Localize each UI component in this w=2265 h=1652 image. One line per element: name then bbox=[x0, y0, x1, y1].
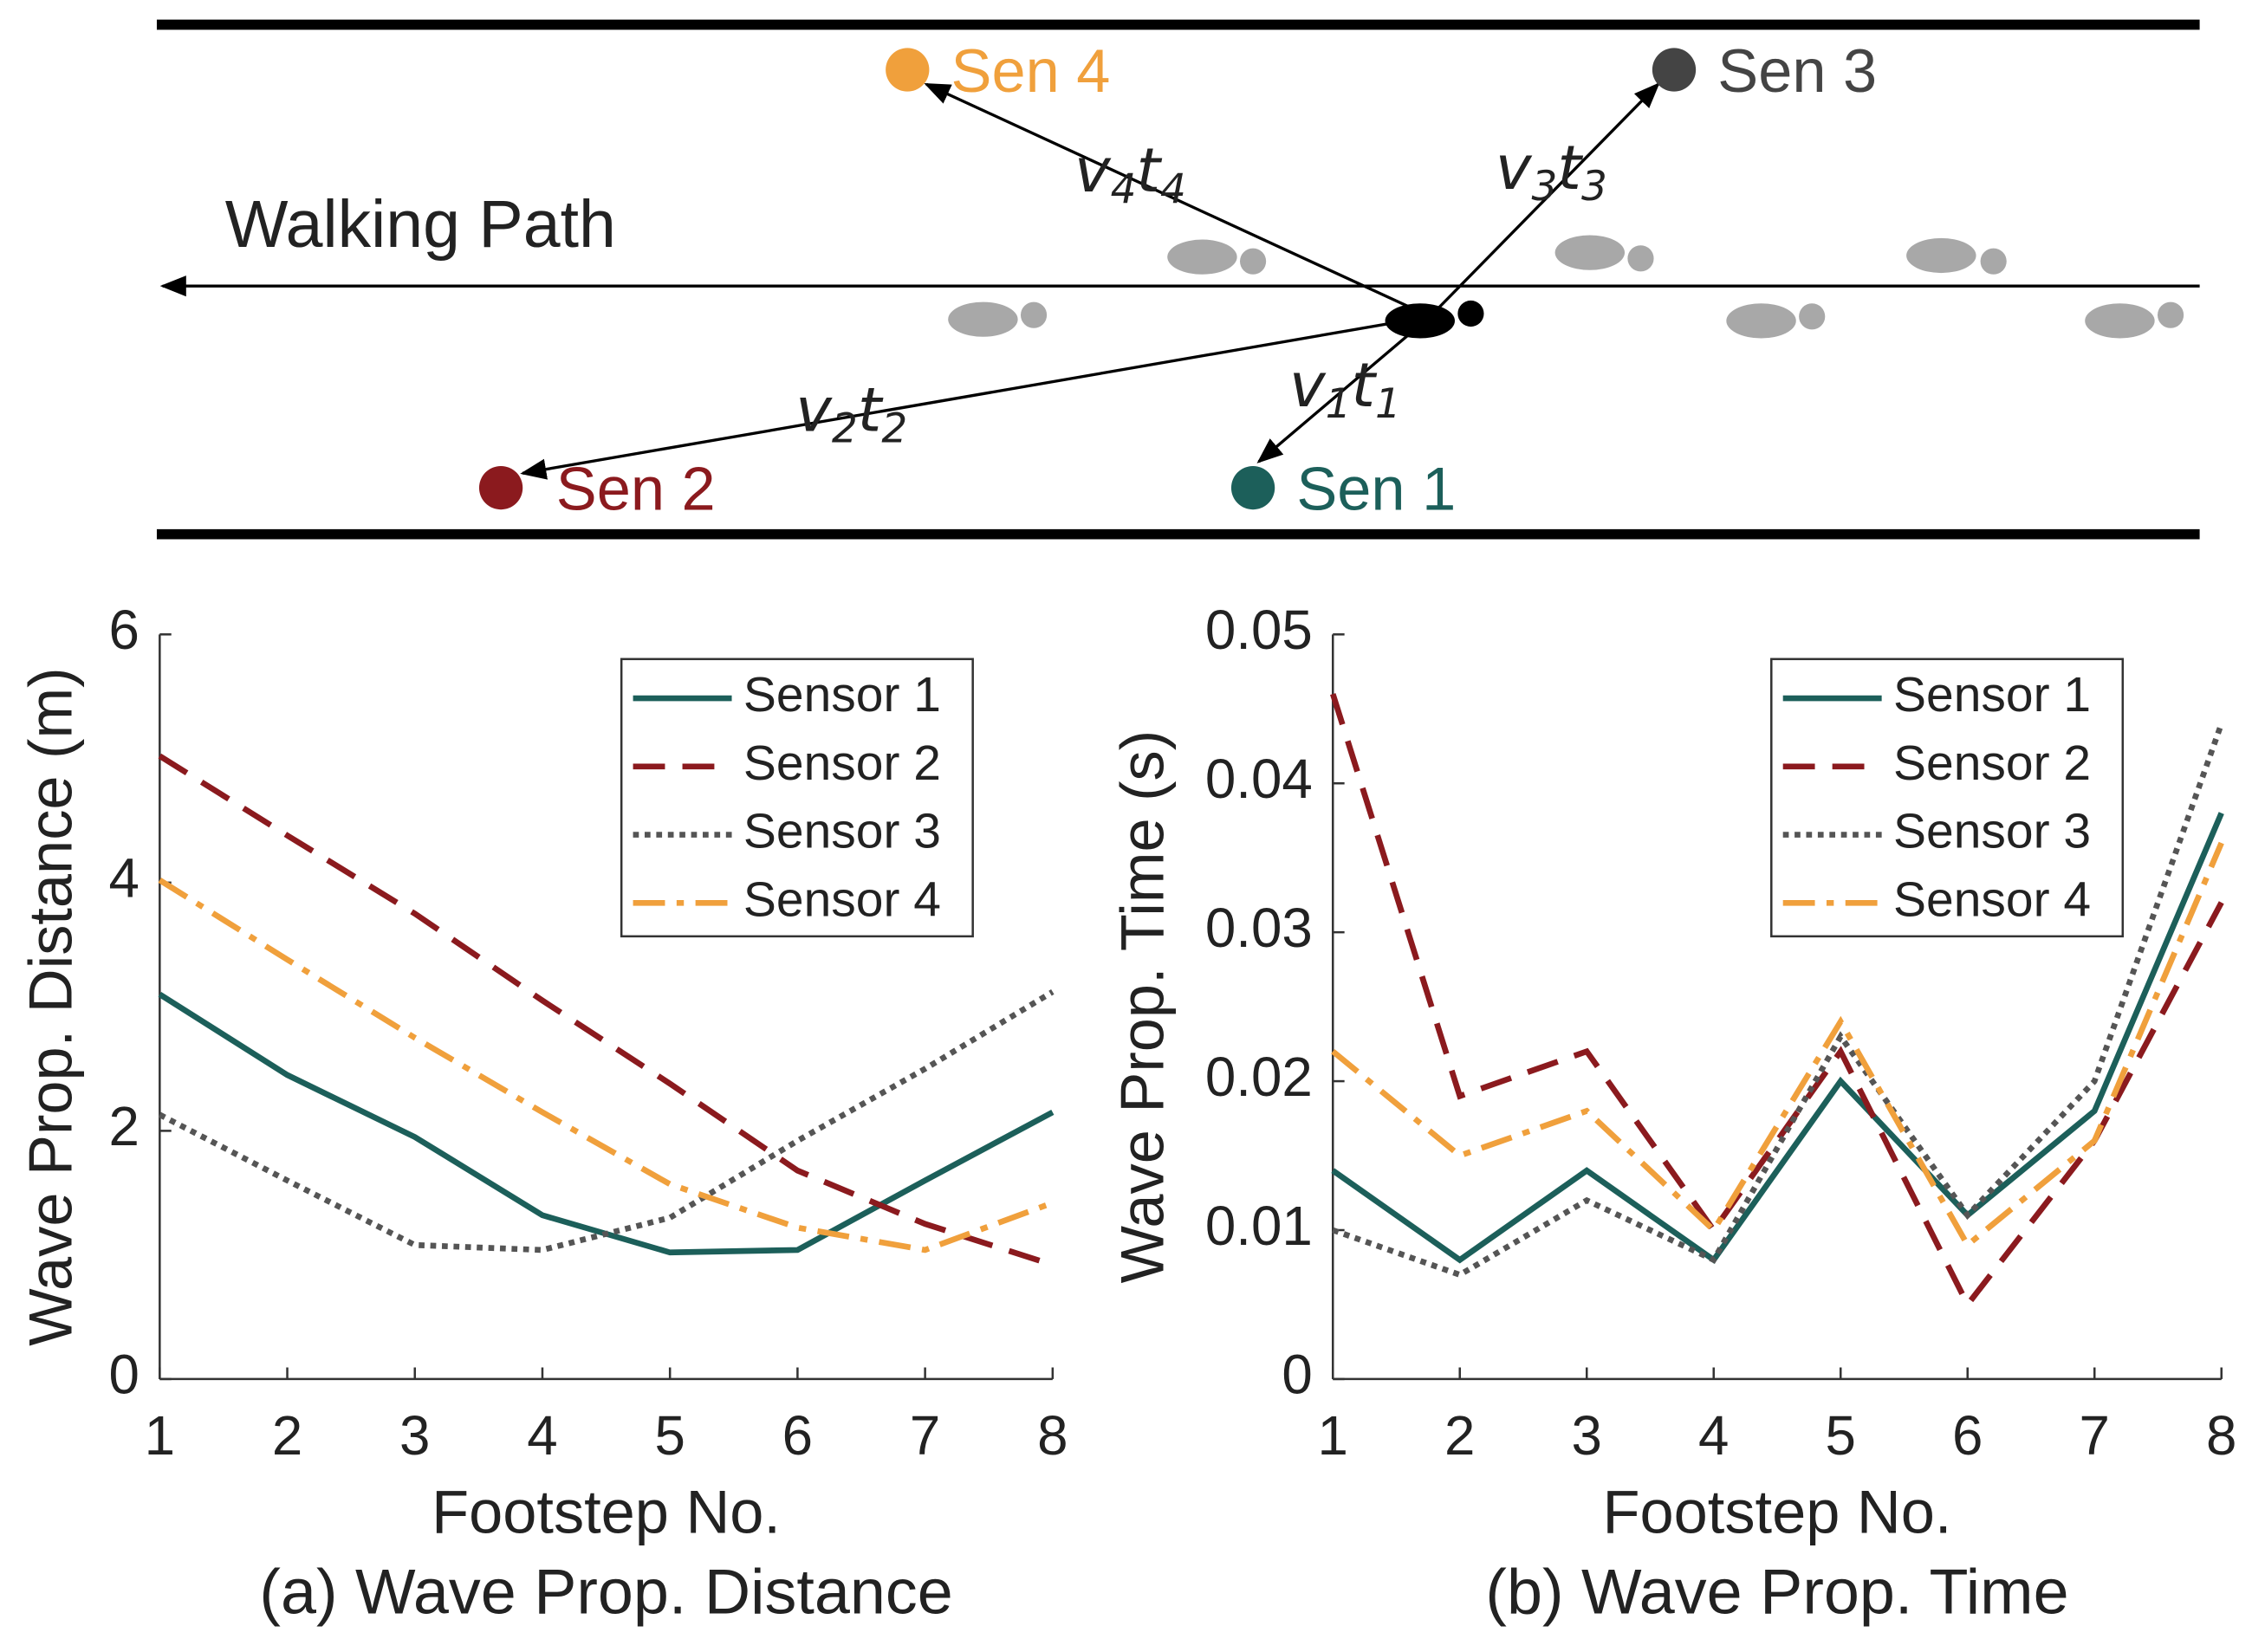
symbol: t bbox=[858, 374, 884, 445]
y-axis-label: Wave Prop. Distance (m) bbox=[16, 667, 84, 1345]
arrows bbox=[520, 82, 1660, 480]
legend-label: Sensor 3 bbox=[743, 804, 941, 859]
y-tick-label: 2 bbox=[108, 1096, 139, 1157]
series-line bbox=[158, 991, 1055, 1256]
x-tick-label: 6 bbox=[782, 1405, 813, 1467]
y-tick-label: 0 bbox=[1282, 1344, 1312, 1406]
subscript: 3 bbox=[1581, 162, 1607, 210]
footprints bbox=[948, 235, 2184, 339]
symbol: v bbox=[1496, 132, 1533, 203]
y-tick-label: 0 bbox=[108, 1344, 139, 1406]
x-tick-label: 2 bbox=[1444, 1405, 1475, 1467]
distance-label: v2t2 bbox=[795, 374, 907, 452]
x-tick-label: 7 bbox=[910, 1405, 940, 1467]
symbol: t bbox=[1351, 350, 1377, 421]
series-line bbox=[1331, 812, 2224, 1265]
series-line bbox=[158, 878, 1055, 1254]
subscript: 1 bbox=[1375, 380, 1401, 428]
x-tick-label: 5 bbox=[654, 1405, 685, 1467]
legend-label: Sensor 1 bbox=[743, 667, 941, 722]
legend-label: Sensor 3 bbox=[1893, 804, 2091, 859]
caption: (a) Wave Prop. Distance bbox=[259, 1556, 952, 1628]
legend-label: Sensor 1 bbox=[1893, 667, 2091, 722]
x-tick-label: 4 bbox=[1698, 1405, 1729, 1467]
y-tick-label: 6 bbox=[108, 599, 139, 661]
sensor-dot bbox=[478, 465, 523, 510]
series-line bbox=[158, 753, 1054, 1268]
y-tick-label: 0.01 bbox=[1205, 1195, 1313, 1257]
symbol: v bbox=[1074, 135, 1112, 206]
x-tick-label: 8 bbox=[2206, 1405, 2236, 1467]
sensor-dot bbox=[886, 48, 930, 92]
sensor-label: Sen 2 bbox=[556, 454, 716, 522]
path-label: Walking Path bbox=[225, 187, 616, 262]
series-line bbox=[1331, 841, 2224, 1250]
subscript: 3 bbox=[1532, 162, 1558, 210]
y-tick-label: 4 bbox=[108, 848, 139, 910]
x-tick-label: 7 bbox=[2080, 1405, 2110, 1467]
legend-label: Sensor 4 bbox=[743, 871, 941, 927]
legend-label: Sensor 2 bbox=[743, 735, 941, 791]
subscript: 2 bbox=[832, 405, 858, 452]
sensor-label: Sen 1 bbox=[1296, 454, 1456, 522]
series-line bbox=[1330, 693, 2224, 1311]
sensor-label: Sen 3 bbox=[1717, 36, 1877, 105]
y-tick-label: 0.04 bbox=[1205, 748, 1313, 810]
caption: (b) Wave Prop. Time bbox=[1485, 1556, 2068, 1628]
legend-label: Sensor 2 bbox=[1893, 735, 2091, 791]
y-tick-label: 0.02 bbox=[1205, 1046, 1313, 1108]
x-tick-label: 2 bbox=[272, 1405, 302, 1467]
sensor-dot bbox=[1652, 48, 1697, 92]
y-tick-label: 0.05 bbox=[1205, 599, 1313, 661]
symbol: t bbox=[1557, 132, 1583, 203]
x-tick-label: 6 bbox=[1952, 1405, 1983, 1467]
y-tick-label: 0.03 bbox=[1205, 897, 1313, 959]
symbol: t bbox=[1136, 135, 1162, 206]
legend-box bbox=[620, 658, 974, 938]
distance-label: v4t4 bbox=[1074, 135, 1186, 213]
x-tick-label: 8 bbox=[1037, 1405, 1068, 1467]
x-tick-label: 1 bbox=[145, 1405, 175, 1467]
symbol: v bbox=[1289, 350, 1327, 421]
x-axis-label: Footstep No. bbox=[432, 1478, 781, 1546]
subscript: 4 bbox=[1160, 165, 1186, 213]
sensor-dot bbox=[1230, 465, 1275, 510]
legend-box bbox=[1770, 658, 2125, 938]
y-axis-label: Wave Prop. Time (s) bbox=[1107, 730, 1176, 1284]
x-tick-label: 5 bbox=[1826, 1405, 1856, 1467]
x-tick-label: 3 bbox=[399, 1405, 430, 1467]
distance-label: v1t1 bbox=[1289, 350, 1401, 428]
subscript: 1 bbox=[1326, 380, 1352, 428]
x-tick-label: 3 bbox=[1572, 1405, 1602, 1467]
subscript: 2 bbox=[881, 405, 907, 452]
current-footprint bbox=[1385, 300, 1484, 339]
legend-label: Sensor 4 bbox=[1893, 871, 2091, 927]
x-tick-label: 1 bbox=[1318, 1405, 1348, 1467]
subscript: 4 bbox=[1111, 165, 1137, 213]
distance-label: v3t3 bbox=[1496, 132, 1607, 210]
sensor-label: Sen 4 bbox=[951, 36, 1111, 105]
series-line bbox=[1332, 722, 2224, 1279]
symbol: v bbox=[795, 374, 833, 445]
series-line bbox=[158, 989, 1055, 1254]
x-tick-label: 4 bbox=[527, 1405, 557, 1467]
x-axis-label: Footstep No. bbox=[1603, 1478, 1952, 1546]
